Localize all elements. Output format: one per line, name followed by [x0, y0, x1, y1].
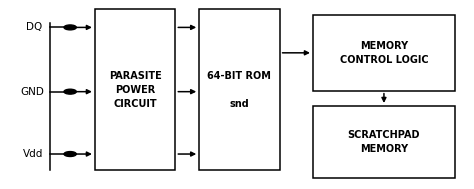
Circle shape	[64, 25, 76, 30]
Text: MEMORY
CONTROL LOGIC: MEMORY CONTROL LOGIC	[340, 41, 428, 65]
Text: 64-BIT ROM

snd: 64-BIT ROM snd	[208, 71, 271, 109]
Circle shape	[64, 152, 76, 156]
Circle shape	[64, 89, 76, 94]
Bar	[313, 15, 455, 91]
Text: GND: GND	[20, 87, 44, 97]
Text: DQ: DQ	[26, 22, 42, 32]
Text: SCRATCHPAD
MEMORY: SCRATCHPAD MEMORY	[348, 130, 420, 154]
Bar	[95, 9, 175, 170]
Text: PARASITE
POWER
CIRCUIT: PARASITE POWER CIRCUIT	[109, 71, 162, 109]
Bar	[313, 106, 455, 178]
Text: Vdd: Vdd	[23, 149, 43, 159]
Bar	[199, 9, 280, 170]
